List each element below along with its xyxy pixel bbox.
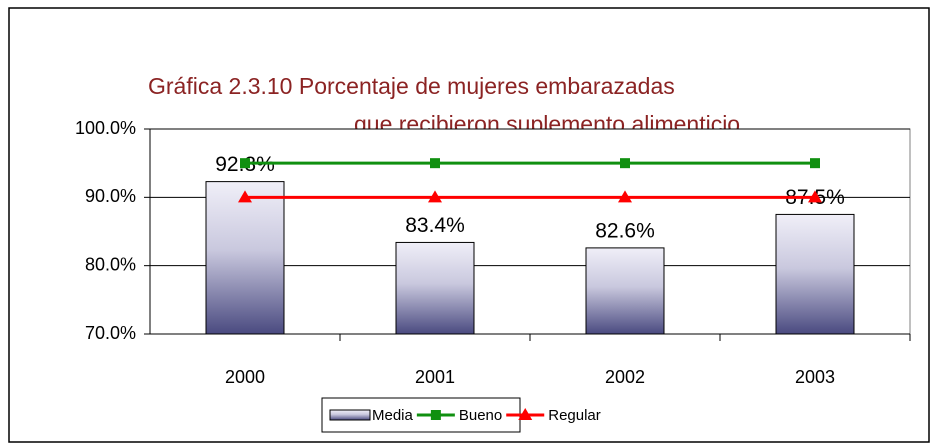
y-tick-label: 90.0%	[85, 186, 136, 206]
x-tick-label: 2003	[795, 367, 835, 387]
legend-label: Bueno	[459, 407, 502, 424]
bar	[775, 213, 855, 335]
marker	[618, 190, 632, 203]
y-tick-label: 70.0%	[85, 323, 136, 343]
y-tick-label: 100.0%	[75, 118, 136, 138]
data-label: 82.6%	[595, 219, 655, 242]
bar	[585, 247, 665, 335]
legend-marker	[518, 408, 533, 420]
legend-marker	[430, 410, 441, 420]
marker	[620, 158, 630, 169]
marker	[808, 190, 822, 203]
legend-label: Media	[372, 407, 414, 424]
bar	[395, 241, 475, 335]
x-tick-label: 2001	[415, 367, 455, 387]
chart-title: Gráfica 2.3.10 Porcentaje de mujeres emb…	[148, 73, 675, 99]
marker	[240, 158, 250, 169]
x-tick-label: 2002	[605, 367, 645, 387]
x-tick-label: 2000	[225, 367, 265, 387]
data-label: 83.4%	[405, 214, 465, 237]
marker	[810, 158, 820, 169]
legend-swatch	[329, 409, 371, 421]
bar	[205, 181, 285, 335]
legend-label: Regular	[548, 407, 601, 424]
y-tick-label: 80.0%	[85, 254, 136, 274]
marker	[238, 190, 252, 203]
marker	[430, 158, 440, 169]
marker	[428, 190, 442, 203]
